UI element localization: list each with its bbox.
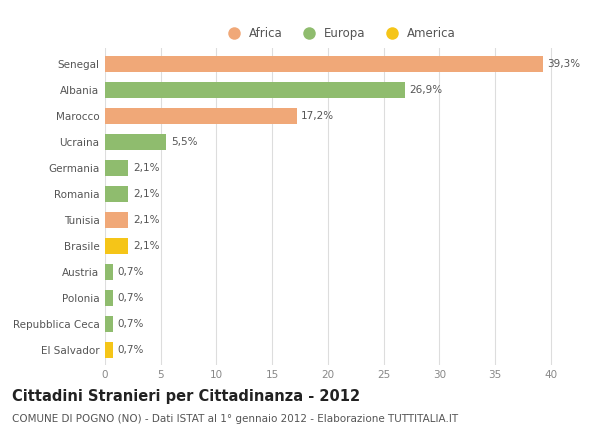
Bar	[105, 238, 128, 254]
Text: 17,2%: 17,2%	[301, 111, 334, 121]
Text: 0,7%: 0,7%	[117, 319, 143, 329]
Bar	[105, 341, 113, 358]
Text: 2,1%: 2,1%	[133, 215, 160, 225]
Bar	[105, 315, 113, 332]
Text: 5,5%: 5,5%	[171, 137, 197, 147]
Bar	[105, 134, 166, 150]
Bar	[105, 56, 543, 72]
Text: 0,7%: 0,7%	[117, 293, 143, 303]
Bar	[105, 186, 128, 202]
Text: 0,7%: 0,7%	[117, 345, 143, 355]
Bar	[105, 290, 113, 306]
Text: COMUNE DI POGNO (NO) - Dati ISTAT al 1° gennaio 2012 - Elaborazione TUTTITALIA.I: COMUNE DI POGNO (NO) - Dati ISTAT al 1° …	[12, 414, 458, 424]
Bar	[105, 160, 128, 176]
Text: 39,3%: 39,3%	[547, 59, 580, 69]
Bar	[105, 82, 405, 98]
Text: 2,1%: 2,1%	[133, 189, 160, 199]
Text: 2,1%: 2,1%	[133, 163, 160, 173]
Bar	[105, 212, 128, 228]
Text: 0,7%: 0,7%	[117, 267, 143, 277]
Bar	[105, 264, 113, 280]
Bar	[105, 108, 296, 124]
Text: Cittadini Stranieri per Cittadinanza - 2012: Cittadini Stranieri per Cittadinanza - 2…	[12, 389, 360, 404]
Text: 2,1%: 2,1%	[133, 241, 160, 251]
Legend: Africa, Europa, America: Africa, Europa, America	[217, 22, 461, 45]
Text: 26,9%: 26,9%	[409, 85, 442, 95]
